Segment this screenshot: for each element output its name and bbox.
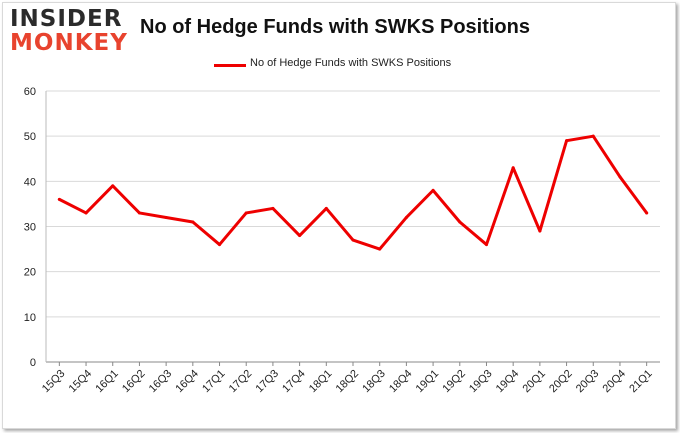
insider-monkey-logo: INSIDER MONKEY bbox=[10, 8, 128, 55]
x-tick-label: 16Q2 bbox=[120, 368, 148, 396]
x-tick-label: 15Q4 bbox=[67, 368, 95, 396]
data-point bbox=[298, 234, 302, 238]
x-tick-label: 15Q3 bbox=[40, 368, 68, 396]
x-tick-label: 17Q4 bbox=[280, 368, 308, 396]
x-tick-label: 20Q2 bbox=[547, 368, 575, 396]
x-tick-label: 18Q3 bbox=[360, 368, 388, 396]
x-tick-label: 20Q4 bbox=[601, 368, 629, 396]
data-point bbox=[404, 215, 408, 219]
x-tick-label: 21Q1 bbox=[627, 368, 655, 396]
y-tick-label: 50 bbox=[24, 131, 36, 143]
y-tick-label: 20 bbox=[24, 267, 36, 279]
legend-swatch bbox=[214, 64, 246, 67]
chart-frame bbox=[2, 2, 676, 429]
data-point bbox=[164, 215, 168, 219]
data-point bbox=[137, 211, 141, 215]
data-point bbox=[57, 197, 61, 201]
data-point bbox=[351, 238, 355, 242]
data-point bbox=[378, 247, 382, 251]
data-point bbox=[271, 206, 275, 210]
x-tick-label: 17Q3 bbox=[254, 368, 282, 396]
x-tick-label: 19Q2 bbox=[440, 368, 468, 396]
data-point bbox=[511, 166, 515, 170]
x-tick-label: 19Q4 bbox=[494, 368, 522, 396]
legend-label: No of Hedge Funds with SWKS Positions bbox=[250, 57, 452, 69]
x-tick-label: 19Q3 bbox=[467, 368, 495, 396]
x-tick-label: 16Q3 bbox=[147, 368, 175, 396]
data-point bbox=[218, 243, 222, 247]
x-tick-label: 16Q1 bbox=[93, 368, 121, 396]
data-point bbox=[591, 134, 595, 138]
chart-title: No of Hedge Funds with SWKS Positions bbox=[140, 16, 530, 38]
data-point bbox=[458, 220, 462, 224]
series-line bbox=[57, 134, 649, 251]
y-tick-label: 10 bbox=[24, 312, 36, 324]
y-tick-label: 0 bbox=[30, 357, 36, 369]
data-point bbox=[618, 175, 622, 179]
data-point bbox=[324, 206, 328, 210]
x-tick-label: 18Q4 bbox=[387, 368, 415, 396]
data-point bbox=[645, 211, 649, 215]
data-point bbox=[431, 188, 435, 192]
data-point bbox=[484, 243, 488, 247]
x-tick-label: 20Q1 bbox=[520, 368, 548, 396]
data-point bbox=[565, 139, 569, 143]
y-tick-label: 40 bbox=[24, 176, 36, 188]
x-tick-label: 16Q4 bbox=[173, 368, 201, 396]
y-tick-label: 30 bbox=[24, 222, 36, 234]
logo-line-1: INSIDER bbox=[10, 6, 123, 32]
logo-line-2: MONKEY bbox=[10, 30, 128, 56]
x-tick-label: 17Q2 bbox=[227, 368, 255, 396]
data-point bbox=[191, 220, 195, 224]
x-tick-label: 17Q1 bbox=[200, 368, 228, 396]
data-point bbox=[111, 184, 115, 188]
data-point bbox=[84, 211, 88, 215]
y-tick-label: 60 bbox=[24, 86, 36, 98]
x-tick-label: 20Q3 bbox=[574, 368, 602, 396]
x-tick-label: 19Q1 bbox=[414, 368, 442, 396]
x-tick-label: 18Q1 bbox=[307, 368, 335, 396]
x-tick-label: 18Q2 bbox=[334, 368, 362, 396]
data-point bbox=[244, 211, 248, 215]
data-point bbox=[538, 229, 542, 233]
